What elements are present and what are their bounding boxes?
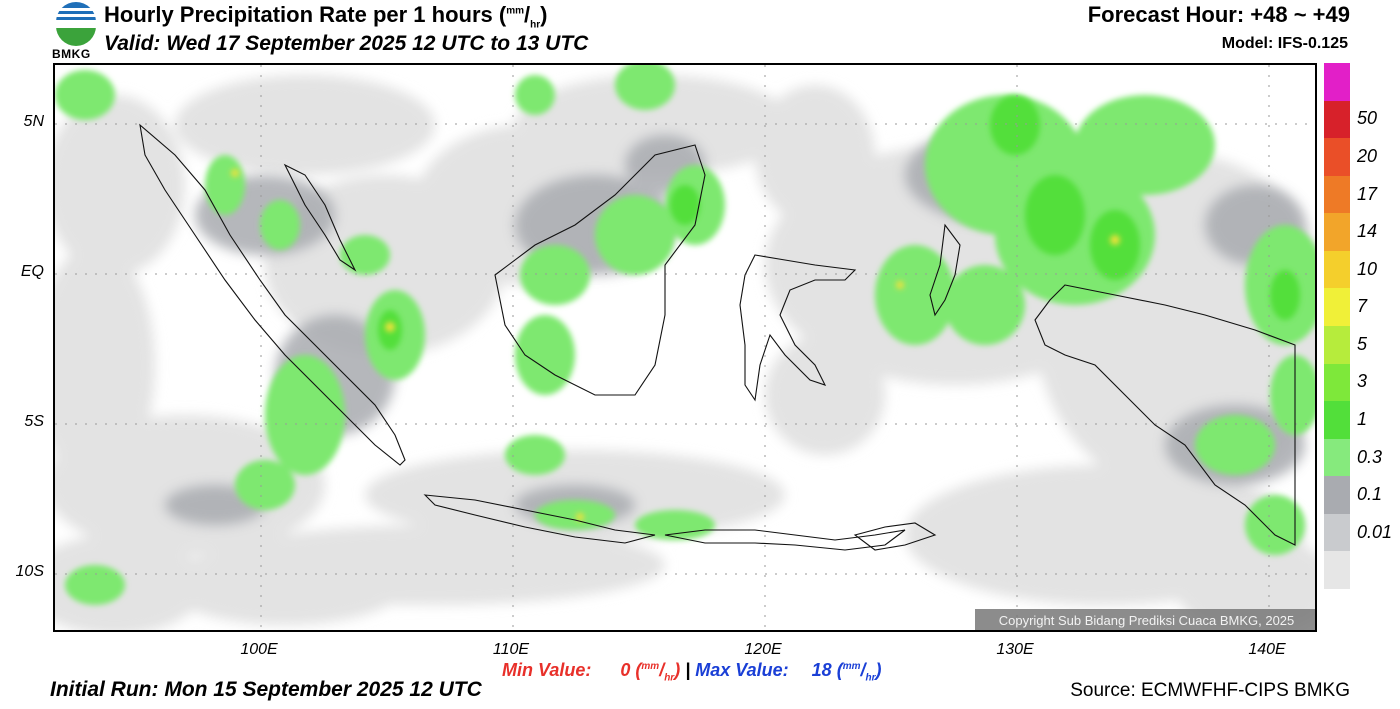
colorbar-segment: [1324, 63, 1350, 101]
colorbar-label: 1: [1357, 408, 1368, 429]
sulawesi-coast: [739, 254, 857, 402]
sumatra-coast: [139, 123, 406, 466]
value-separator: |: [685, 660, 691, 680]
colorbar-segment: [1324, 476, 1350, 515]
lat-label-eq: EQ: [20, 263, 44, 280]
colorbar-segment: [1324, 363, 1350, 402]
colorbar-label: 0.01: [1357, 521, 1393, 542]
data-source: Source: ECMWFHF-CIPS BMKG: [1070, 680, 1350, 701]
precipitation-map: Copyright Sub Bidang Prediksi Cuaca BMKG…: [53, 63, 1317, 632]
colorbar-label: 5: [1357, 333, 1368, 354]
lat-label-5n: 5N: [23, 113, 44, 130]
min-value-label: Min Value:: [502, 660, 592, 680]
lat-label-10s: 10S: [15, 563, 44, 580]
coastlines: [139, 123, 1296, 551]
colorbar-label: 7: [1357, 296, 1368, 317]
colorbar-segment: [1324, 250, 1350, 289]
colorbar-segment: [1324, 513, 1350, 552]
colorbar-segment: [1324, 100, 1350, 139]
precip-core-areas: [378, 95, 1300, 350]
map-gridlines: [55, 65, 1315, 630]
colorbar-label: 14: [1357, 221, 1378, 242]
lon-label-120e: 120E: [744, 641, 782, 658]
model-name: Model: IFS-0.125: [1221, 35, 1348, 52]
colorbar-label: 20: [1357, 145, 1378, 166]
colorbar-label: 50: [1357, 108, 1378, 129]
precip-yellow-spots: [231, 169, 1120, 521]
lon-label-100e: 100E: [240, 641, 278, 658]
max-value-label: Max Value:: [695, 660, 789, 680]
min-max-values: Min Value: 0 (mm/hr) | Max Value: 18 (mm…: [502, 660, 882, 684]
colorbar-label: 3: [1357, 371, 1368, 392]
lon-label-140e: 140E: [1248, 641, 1286, 658]
new-guinea-coast: [1034, 284, 1296, 546]
colorbar-label: 10: [1357, 258, 1378, 279]
colorbar-segment: [1324, 438, 1350, 477]
colorbar-label: 17: [1357, 183, 1378, 204]
min-value-unit: (mm/hr): [635, 660, 681, 684]
min-value: 0: [620, 660, 631, 680]
colorbar-segment: [1324, 401, 1350, 440]
colorbar-segment: [1324, 551, 1350, 590]
lon-label-130e: 130E: [996, 641, 1034, 658]
max-value: 18: [811, 660, 832, 680]
chart-title: Hourly Precipitation Rate per 1 hours (m…: [104, 2, 548, 31]
colorbar-segment: [1324, 326, 1350, 364]
colorbar-label: 0.1: [1357, 484, 1383, 505]
max-value-unit: (mm/hr): [836, 660, 882, 684]
borneo-coast: [494, 144, 706, 396]
copyright-label: Copyright Sub Bidang Prediksi Cuaca BMKG…: [975, 609, 1315, 630]
colorbar-segment: [1324, 175, 1350, 214]
colorbar: [1324, 63, 1350, 590]
forecast-hour: Forecast Hour: +48 ~ +49: [1087, 2, 1350, 27]
colorbar-label: 0.3: [1357, 446, 1383, 467]
java-coast: [423, 494, 656, 544]
bmkg-logo-icon: [56, 2, 96, 46]
timor-coast: [853, 522, 937, 551]
colorbar-segment: [1324, 288, 1350, 327]
logo-text: BMKG: [52, 47, 91, 61]
colorbar-segment: [1324, 213, 1350, 252]
initial-run: Initial Run: Mon 15 September 2025 12 UT…: [50, 678, 482, 701]
halmahera-coast: [929, 223, 961, 317]
colorbar-segment: [1324, 138, 1350, 177]
lon-label-110e: 110E: [492, 641, 530, 658]
valid-time: Valid: Wed 17 September 2025 12 UTC to 1…: [104, 32, 589, 55]
nusa-tenggara-coast: [664, 529, 906, 551]
lat-label-5s: 5S: [24, 413, 44, 430]
malay-peninsula-coast: [283, 163, 357, 272]
map-canvas: [55, 65, 1315, 630]
